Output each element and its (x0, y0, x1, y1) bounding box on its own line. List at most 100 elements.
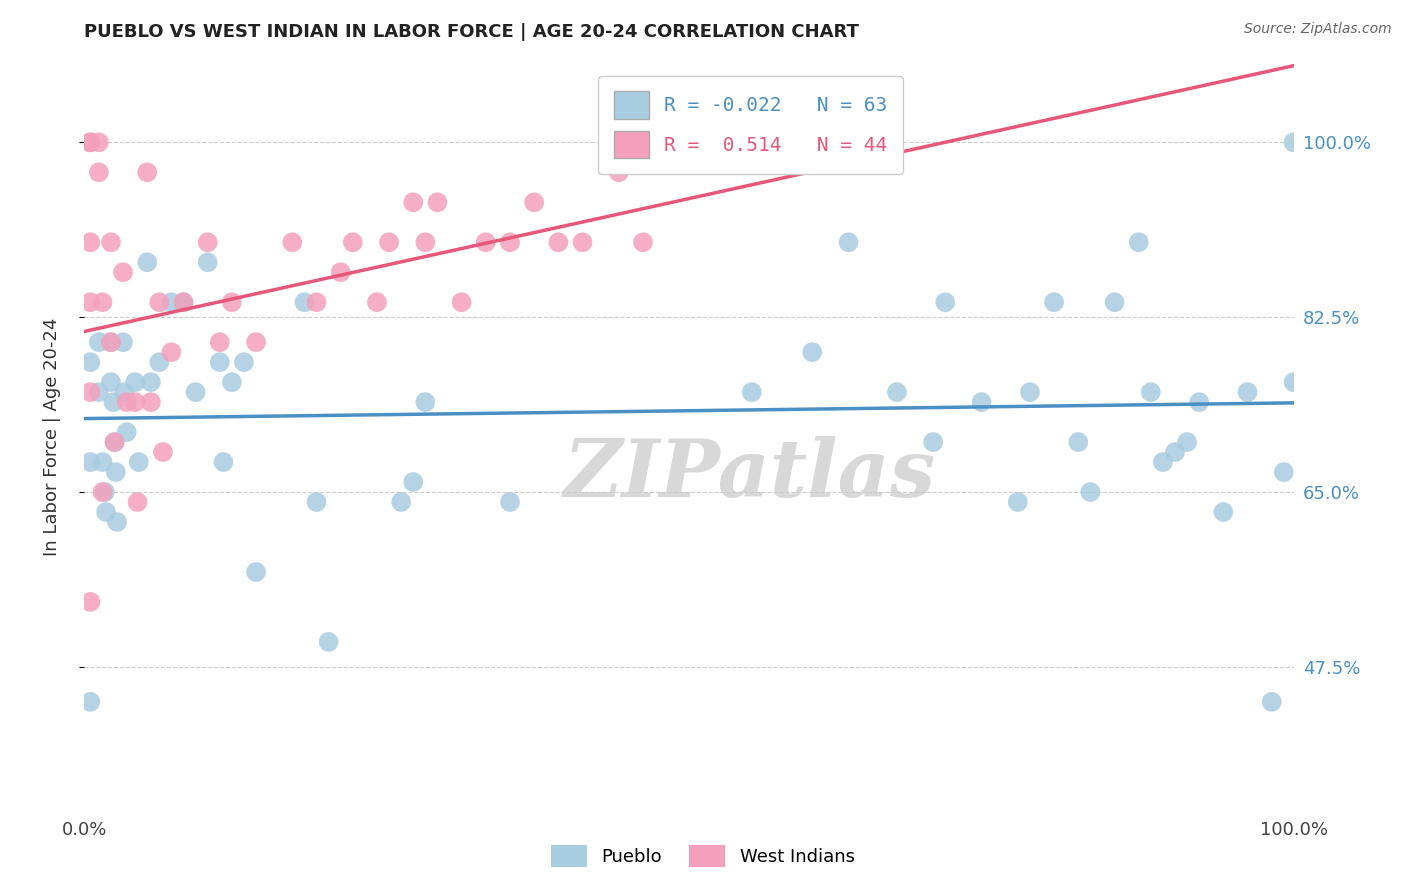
Point (91, 485, 114, 500)
Point (152, 445, 174, 459)
Point (378, 235, 401, 250)
Point (523, 195, 546, 210)
Point (105, 515, 128, 529)
Point (922, 435, 945, 450)
Point (148, 355, 170, 369)
Point (212, 455, 235, 469)
Point (1067, 435, 1090, 450)
Point (245, 565, 267, 579)
Point (475, 235, 498, 250)
Point (197, 255, 219, 269)
Point (329, 265, 352, 279)
Point (104, 435, 127, 450)
Point (197, 235, 219, 250)
Point (79, 595, 101, 609)
Point (838, 235, 860, 250)
Point (104, 435, 127, 450)
Point (305, 495, 328, 509)
Point (886, 385, 908, 400)
Point (547, 235, 569, 250)
Point (91, 295, 114, 310)
Point (112, 385, 135, 400)
Point (136, 165, 159, 179)
Point (103, 395, 125, 409)
Point (970, 395, 993, 409)
Point (208, 335, 231, 350)
Point (127, 495, 149, 509)
Point (100, 235, 122, 250)
Point (79, 295, 101, 310)
Point (1175, 435, 1198, 450)
Point (94, 485, 117, 500)
Point (221, 295, 243, 310)
Point (136, 255, 159, 269)
Point (1019, 385, 1042, 400)
Point (1140, 385, 1163, 400)
Point (1164, 445, 1187, 459)
Point (450, 295, 472, 310)
Point (499, 495, 522, 509)
Point (100, 335, 122, 350)
Point (160, 345, 183, 359)
Point (426, 195, 449, 210)
Point (1007, 495, 1029, 509)
Point (79, 455, 101, 469)
Point (1152, 455, 1174, 469)
Legend: Pueblo, West Indians: Pueblo, West Indians (544, 838, 862, 874)
Point (1128, 235, 1150, 250)
Point (607, 165, 630, 179)
Point (112, 265, 135, 279)
Point (741, 385, 763, 400)
Point (402, 475, 425, 489)
Point (115, 395, 138, 409)
Point (499, 235, 522, 250)
Point (104, 465, 127, 479)
Point (87, 165, 110, 179)
Point (366, 295, 388, 310)
Point (389, 495, 412, 509)
Point (305, 295, 328, 310)
Point (1043, 295, 1066, 310)
Point (294, 295, 316, 310)
Point (173, 295, 195, 310)
Point (1188, 395, 1211, 409)
Point (79, 695, 101, 709)
Point (139, 375, 162, 389)
Point (415, 395, 437, 409)
Point (91, 455, 114, 469)
Point (115, 425, 138, 439)
Point (1080, 485, 1102, 500)
Point (79, 235, 101, 250)
Point (1272, 465, 1295, 479)
Point (571, 235, 593, 250)
Point (87, 335, 110, 350)
Point (342, 235, 364, 250)
Text: ZIPatlas: ZIPatlas (564, 436, 935, 513)
Point (87, 385, 110, 400)
Point (1104, 295, 1126, 310)
Point (160, 295, 183, 310)
Point (245, 335, 267, 350)
Point (1212, 505, 1234, 519)
Point (934, 295, 956, 310)
Point (128, 455, 150, 469)
Point (100, 335, 122, 350)
Point (94, 505, 117, 519)
Text: Source: ZipAtlas.com: Source: ZipAtlas.com (1244, 22, 1392, 37)
Point (79, 385, 101, 400)
Point (281, 235, 304, 250)
Point (402, 195, 425, 210)
Point (124, 395, 146, 409)
Point (1261, 695, 1284, 709)
Point (87, 136, 110, 150)
Point (124, 375, 146, 389)
Point (415, 235, 437, 250)
Point (221, 375, 243, 389)
Point (148, 295, 170, 310)
Text: PUEBLO VS WEST INDIAN IN LABOR FORCE | AGE 20-24 CORRELATION CHART: PUEBLO VS WEST INDIAN IN LABOR FORCE | A… (84, 23, 859, 41)
Point (184, 385, 207, 400)
Point (208, 355, 231, 369)
Point (631, 235, 654, 250)
Point (1282, 136, 1305, 150)
Point (79, 355, 101, 369)
